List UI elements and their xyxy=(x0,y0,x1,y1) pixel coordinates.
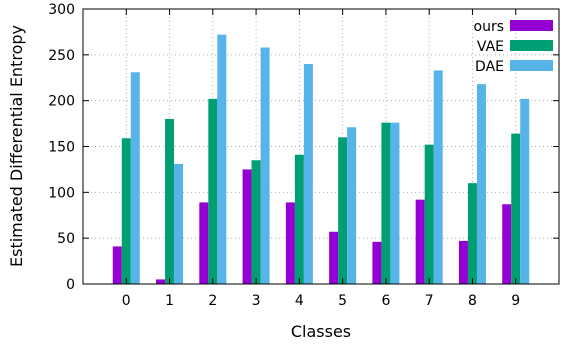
bar-dae-class-7 xyxy=(433,70,443,285)
x-tick-label: 7 xyxy=(425,293,434,309)
bar-ours-class-3 xyxy=(242,169,252,284)
bar-vae-class-2 xyxy=(208,98,218,284)
bar-ours-class-0 xyxy=(112,246,122,284)
x-tick-label: 3 xyxy=(252,293,261,309)
x-tick-label: 9 xyxy=(511,293,520,309)
y-tick-label: 300 xyxy=(48,2,75,18)
legend-swatch-dae xyxy=(510,60,553,71)
bar-ours-class-8 xyxy=(458,240,468,284)
bar-dae-class-1 xyxy=(174,163,184,284)
x-tick-label: 5 xyxy=(338,293,347,309)
x-tick-label: 0 xyxy=(122,293,131,309)
bar-ours-class-9 xyxy=(502,204,512,284)
legend: ours VAE DAE xyxy=(474,19,553,75)
bar-dae-class-2 xyxy=(217,34,227,284)
legend-swatch-ours xyxy=(510,20,553,31)
bar-dae-class-8 xyxy=(476,84,486,285)
x-tick-label: 8 xyxy=(468,293,477,309)
bar-dae-class-6 xyxy=(390,122,400,285)
y-tick-label: 250 xyxy=(48,48,75,64)
bar-vae-class-7 xyxy=(424,144,434,284)
bar-vae-class-9 xyxy=(511,133,521,284)
bar-ours-class-4 xyxy=(285,202,295,284)
bar-vae-class-5 xyxy=(338,137,348,284)
legend-label-dae: DAE xyxy=(475,59,504,75)
x-tick-label: 1 xyxy=(165,293,174,309)
bar-vae-class-3 xyxy=(251,160,261,284)
legend-swatch-vae xyxy=(510,40,553,51)
y-tick-label: 200 xyxy=(48,94,75,110)
y-tick-label: 50 xyxy=(57,231,75,247)
bar-vae-class-4 xyxy=(294,154,304,284)
y-tick-label: 0 xyxy=(66,277,75,293)
y-axis-title: Estimated Differential Entropy xyxy=(7,25,26,267)
bar-ours-class-6 xyxy=(372,241,382,284)
bar-dae-class-5 xyxy=(347,127,357,284)
axes-layer: 0 50 100 150 200 250 300 0 1 2 3 4 5 6 7 8 9 xyxy=(48,2,559,309)
legend-label-vae: VAE xyxy=(477,39,504,55)
x-tick-label: 4 xyxy=(295,293,304,309)
x-tick-label: 6 xyxy=(381,293,390,309)
bar-vae-class-1 xyxy=(165,119,175,284)
bar-dae-class-0 xyxy=(130,72,140,284)
bar-dae-class-4 xyxy=(303,64,313,284)
y-tick-label: 100 xyxy=(48,185,75,201)
y-tick-label: 150 xyxy=(48,140,75,156)
bar-vae-class-0 xyxy=(121,138,131,284)
bar-ours-class-2 xyxy=(199,202,209,284)
bar-ours-class-5 xyxy=(329,231,339,284)
bar-dae-class-9 xyxy=(520,98,530,284)
bar-vae-class-8 xyxy=(467,183,477,284)
bar-ours-class-7 xyxy=(415,199,425,284)
bars-layer xyxy=(112,34,530,285)
bar-vae-class-6 xyxy=(381,122,391,285)
legend-label-ours: ours xyxy=(474,19,505,35)
bar-dae-class-3 xyxy=(260,47,270,284)
x-tick-label: 2 xyxy=(208,293,217,309)
bar-ours-class-1 xyxy=(156,279,166,284)
x-axis-title: Classes xyxy=(291,322,351,341)
